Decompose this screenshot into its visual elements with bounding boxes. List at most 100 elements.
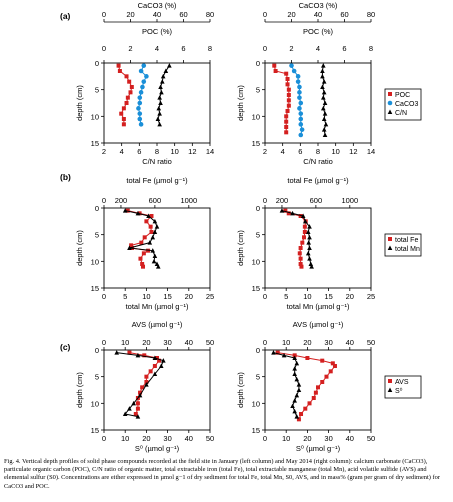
data-point [127, 350, 132, 355]
data-point [124, 74, 129, 79]
data-point [298, 132, 304, 138]
top1-tick-label: 10 [121, 338, 129, 347]
data-point [128, 90, 133, 95]
data-point [299, 127, 305, 132]
bottom-tick-label: 0 [102, 434, 106, 443]
data-point [284, 71, 289, 76]
data-point [117, 69, 122, 73]
data-point [289, 63, 294, 68]
series-line [277, 352, 336, 420]
data-point [286, 211, 291, 216]
data-point [306, 240, 311, 245]
legend-marker [388, 379, 392, 383]
panel-label: (c) [60, 342, 71, 352]
data-point [272, 63, 277, 68]
top1-tick-label: 20 [287, 10, 295, 19]
bottom-tick-label: 10 [121, 434, 129, 443]
data-point [300, 240, 305, 245]
data-point [152, 253, 158, 258]
top1-tick-label: 1000 [180, 196, 197, 205]
bottom-tick-label: 6 [137, 147, 141, 156]
data-point [285, 109, 290, 113]
top1-tick-label: 20 [142, 338, 150, 347]
bottom-tick-label: 30 [324, 434, 332, 443]
series-poc [272, 63, 291, 135]
data-point [297, 84, 302, 90]
top1-tick-label: 80 [206, 10, 214, 19]
bottom-tick-label: 40 [346, 434, 354, 443]
data-point [154, 224, 160, 229]
bottom-tick-label: 20 [185, 292, 193, 301]
top1-tick-label: 60 [179, 10, 187, 19]
data-point [160, 73, 166, 79]
data-point [157, 95, 162, 100]
data-point [284, 125, 289, 129]
bottom-tick-label: 5 [123, 292, 127, 301]
bottom-tick-label: 50 [206, 434, 214, 443]
y-tick-label: 5 [95, 231, 99, 240]
bottom-tick-label: 2 [102, 147, 106, 156]
data-point [125, 208, 130, 213]
data-point [127, 245, 132, 250]
top2-tick-label: 4 [155, 44, 159, 53]
data-point [135, 352, 141, 358]
data-point [158, 363, 164, 368]
data-point [307, 224, 312, 229]
data-point [137, 95, 143, 100]
plot-frame [264, 62, 372, 144]
data-point [286, 87, 291, 92]
data-point [307, 401, 312, 406]
data-point [127, 79, 132, 84]
top1-tick-label: 1000 [341, 196, 358, 205]
data-point [294, 360, 300, 366]
data-point [122, 208, 128, 213]
top-axis-1-label: AVS (µmol g⁻¹) [132, 320, 183, 329]
plot-frame [264, 207, 372, 289]
series-caco3 [136, 63, 149, 127]
bottom-tick-label: 10 [303, 292, 311, 301]
bottom-tick-label: 15 [163, 292, 171, 301]
data-point [324, 374, 329, 379]
data-point [297, 251, 302, 256]
chart-panel-3: (b) 0 5 10 15 depth (cm) 0 5 10 15 20 25 total Mn (µ… [60, 172, 214, 311]
bottom-tick-label: 25 [206, 292, 214, 301]
panel-label: (b) [60, 172, 71, 182]
bottom-axis-label: C/N ratio [142, 157, 172, 166]
legend-entry: total Mn [395, 246, 420, 253]
data-point [328, 369, 333, 374]
data-point [150, 248, 156, 253]
y-axis-label: depth (cm) [236, 372, 245, 408]
data-point [292, 353, 297, 358]
top2-tick-label: 2 [289, 44, 293, 53]
data-point [292, 398, 297, 403]
data-point [321, 89, 327, 95]
legend-marker [387, 109, 393, 114]
y-axis-label: depth (cm) [75, 372, 84, 408]
top2-tick-label: 8 [369, 44, 373, 53]
data-point [121, 117, 126, 121]
data-point [308, 261, 314, 266]
data-point [321, 63, 326, 68]
y-tick-label: 5 [256, 373, 260, 382]
top2-tick-label: 2 [128, 44, 132, 53]
data-point [305, 250, 311, 256]
y-tick-label: 10 [252, 112, 260, 121]
data-point [295, 74, 301, 79]
y-axis-label: depth (cm) [236, 230, 245, 266]
data-point [114, 350, 120, 355]
legend-marker [388, 237, 392, 241]
chart-panel-6: 0 5 10 15 depth (cm) 0 10 20 30 40 50 S⁰ (µmol g⁻¹)… [236, 320, 422, 453]
top1-tick-label: 0 [263, 196, 267, 205]
data-point [142, 235, 147, 240]
data-point [138, 68, 144, 74]
data-point [332, 364, 337, 368]
data-point [307, 256, 312, 261]
y-tick-label: 10 [252, 399, 260, 408]
data-point [152, 355, 158, 360]
plot-frame [264, 349, 372, 431]
data-point [294, 392, 300, 398]
data-point [137, 116, 143, 122]
y-tick-label: 0 [256, 346, 260, 355]
data-point [146, 248, 151, 253]
series-c-n [155, 63, 172, 127]
